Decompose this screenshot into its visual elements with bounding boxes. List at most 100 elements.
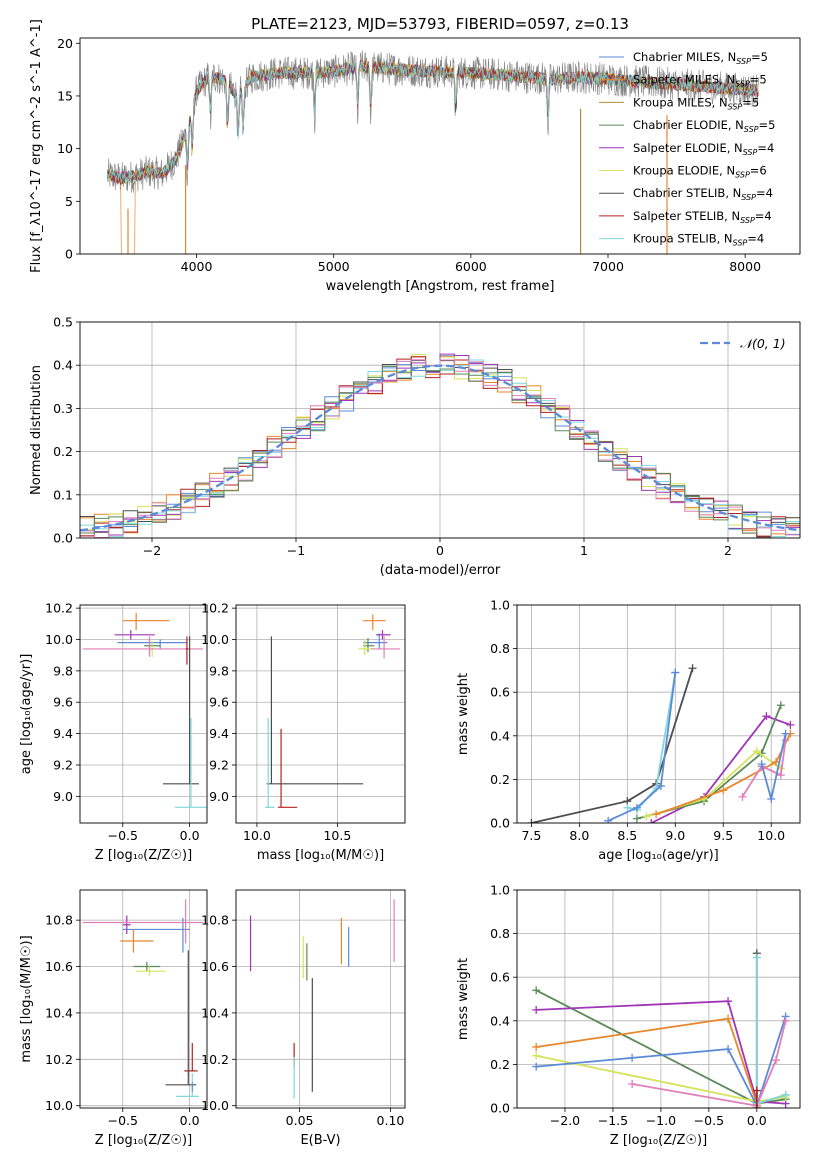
ytick-label: 10.8: [201, 913, 229, 928]
xtick-label: −0.5: [108, 1113, 138, 1128]
weight-marker: [781, 1090, 790, 1099]
ytick-label: 15: [57, 88, 73, 103]
errorbar-point: [185, 636, 189, 665]
ytick-label: 0.4: [490, 1013, 510, 1028]
ytick-label: 0.2: [53, 444, 73, 459]
errorbar-point: [363, 614, 386, 631]
errorbar-point: [122, 612, 170, 631]
panel-mass_vs_z: −0.5 0.0 10.0 10.2 10.4 10.6 10.8 Z [log₁₀(Z/Z☉…: [19, 889, 208, 1148]
legend-subscript: SSP: [744, 125, 759, 134]
ytick-label: 0.6: [490, 685, 510, 700]
axes-frame: [235, 604, 406, 824]
weight-line: [531, 667, 694, 823]
weight-marker: [647, 819, 656, 823]
ytick-label: 0.5: [53, 315, 73, 330]
legend-label: Salpeter MILES, NSSP=5: [633, 73, 767, 89]
errorbar-point: [165, 950, 197, 1086]
ytick-label: 9.8: [53, 663, 73, 678]
histogram-step: [80, 359, 800, 538]
xtick-label: −2: [143, 543, 161, 558]
x-axis-label: E(B-V): [300, 1133, 340, 1148]
ytick-label: 0.0: [53, 531, 73, 546]
ytick-label: 0: [65, 247, 73, 262]
ytick-label: 10.0: [45, 1098, 73, 1113]
axes-frame: [79, 37, 801, 255]
xtick-label: −1.5: [598, 1113, 628, 1128]
xtick-label: 0.0: [180, 828, 200, 843]
ytick-label: 10.2: [45, 601, 73, 616]
errorbar-point: [114, 630, 155, 640]
weight-marker: [752, 747, 761, 756]
ytick-label: 1.0: [490, 883, 510, 898]
legend-label: 𝒩(0, 1): [740, 336, 786, 351]
xtick-label: 0.0: [747, 1113, 767, 1128]
errorbar-point: [371, 636, 401, 659]
weight-marker: [719, 786, 728, 795]
x-axis-label: mass [log₁₀(M/M☉)]: [257, 848, 384, 863]
legend-value: =4: [755, 209, 772, 223]
panel-mass_vs_ebv: 0.05 0.10 10.0 10.2 10.4 10.6 10.8 E(B-V): [201, 889, 406, 1148]
errorbar-point: [162, 636, 199, 785]
errorbar-point: [363, 633, 388, 649]
weight-marker: [532, 1051, 541, 1060]
legend-value: =5: [742, 95, 759, 109]
y-axis-label: mass weight: [456, 673, 471, 755]
ytick-label: 10.4: [201, 1005, 229, 1020]
xtick-label: 0: [436, 543, 444, 558]
xtick-label: 7000: [592, 259, 624, 274]
axes-frame: [79, 321, 801, 539]
legend-value: =5: [759, 118, 776, 132]
legend-subscript: SSP: [741, 193, 756, 202]
plot-area-mass_vs_ebv: [249, 899, 395, 1099]
gaussian-curve: [80, 364, 800, 532]
xtick-label: −1: [287, 543, 305, 558]
ytick-label: 20: [57, 36, 73, 51]
plot-area-age_vs_z: [82, 612, 207, 808]
xtick-label: 7.5: [521, 828, 541, 843]
errorbar-point: [264, 717, 275, 808]
legend-value: =5: [750, 73, 767, 87]
legend-label: Chabrier STELIB, NSSP=4: [633, 186, 773, 202]
ytick-label: 9.6: [209, 695, 229, 710]
xtick-label: −2.0: [550, 1113, 580, 1128]
weight-marker: [752, 1086, 761, 1095]
legend-value: =5: [751, 50, 768, 64]
ytick-label: 9.0: [53, 789, 73, 804]
xtick-label: 4000: [181, 259, 213, 274]
errorbar-point: [120, 929, 154, 953]
plot-area-massweight_vs_age: [527, 664, 795, 823]
legend-label: Salpeter ELODIE, NSSP=4: [633, 141, 774, 157]
errorbar-point: [184, 1043, 198, 1072]
legend-label: Chabrier ELODIE, NSSP=5: [633, 118, 775, 134]
panel-spectrum: 4000 5000 6000 7000 8000 0 5 10 15 20 wavelength […: [29, 19, 801, 294]
legend-label: Kroupa STELIB, NSSP=4: [633, 232, 764, 248]
ytick-label: 1.0: [490, 598, 510, 613]
legend-label: Salpeter STELIB, NSSP=4: [633, 209, 772, 225]
panel-massweight_vs_age: 7.5 8.0 8.5 9.0 9.5 10.0 0.0 0.2 0.4 0.6 0.8 1.0 age…: [456, 598, 801, 863]
axes-frame: [235, 889, 406, 1109]
weight-marker: [724, 1014, 733, 1023]
weight-marker: [772, 1056, 781, 1065]
ytick-label: 0.4: [490, 728, 510, 743]
weight-marker: [656, 781, 665, 790]
weight-line: [631, 1020, 787, 1107]
weight-marker: [632, 803, 641, 812]
axes-frame: [516, 604, 801, 824]
histogram-step: [80, 359, 800, 538]
x-axis-label: wavelength [Angstrom, rest frame]: [326, 279, 555, 294]
legend-label: Kroupa ELODIE, NSSP=6: [633, 164, 767, 180]
y-axis-label: Flux [f_λ10^-17 erg cm^-2 s^-1 A^-1]: [29, 19, 44, 273]
legend-label: Chabrier MILES, NSSP=5: [633, 50, 768, 66]
grid-age_vs_mass: [236, 605, 405, 823]
weight-marker: [738, 792, 747, 801]
grid-mass_vs_z: [80, 890, 207, 1108]
weight-marker: [671, 668, 680, 677]
axes-frame: [79, 889, 208, 1109]
x-axis-label: Z [log₁₀(Z/Z☉)]: [95, 848, 192, 863]
weight-marker: [724, 997, 733, 1006]
plot-area-age_vs_mass: [264, 614, 401, 808]
ytick-label: 10.0: [201, 632, 229, 647]
ytick-label: 0.2: [490, 772, 510, 787]
ytick-label: 0.8: [490, 641, 510, 656]
